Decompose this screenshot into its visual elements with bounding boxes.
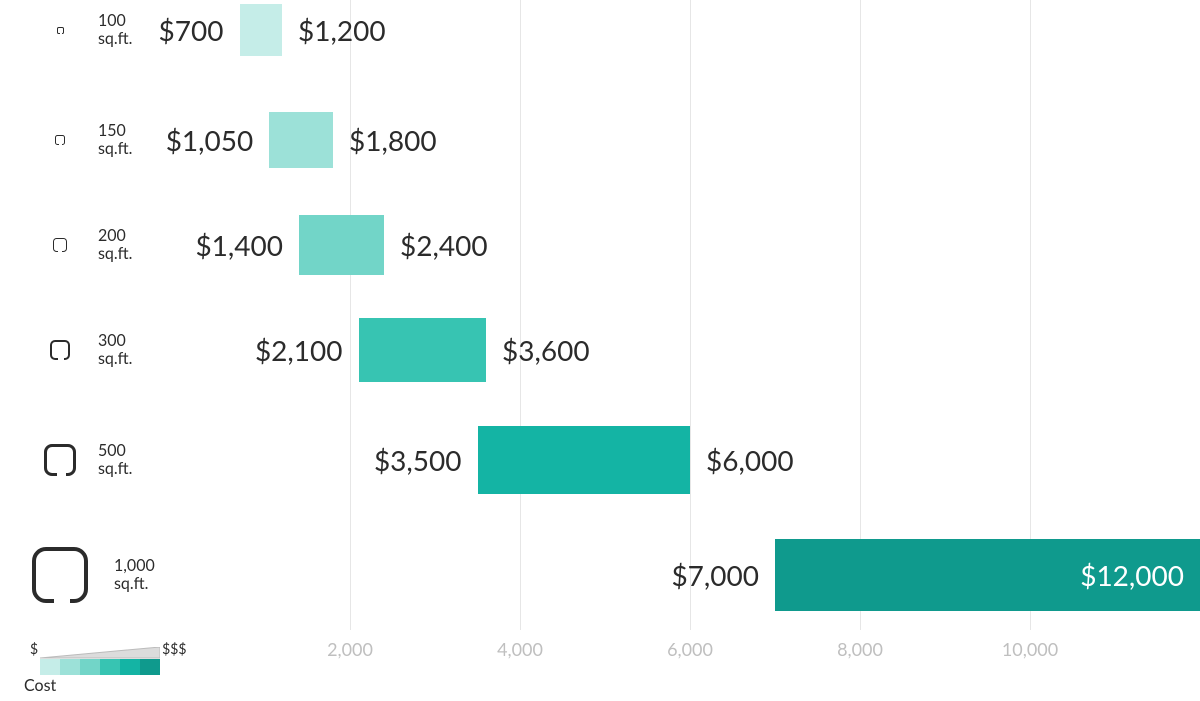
cost-range-chart: 100sq.ft. $700 $1,200 150sq.ft. $1,050 $1,800… xyxy=(0,0,1200,701)
legend-swatch xyxy=(120,659,140,675)
category-label: 150sq.ft. xyxy=(98,122,132,159)
legend-title: Cost xyxy=(24,676,56,695)
low-value-label: $1,050 xyxy=(166,123,254,157)
high-value-label: $1,200 xyxy=(298,13,386,47)
range-bar xyxy=(478,426,691,494)
legend-swatches xyxy=(40,659,160,675)
legend-wedge-icon xyxy=(40,647,160,659)
x-axis-label: 4,000 xyxy=(497,638,543,660)
legend-swatch xyxy=(80,659,100,675)
category-label: 200sq.ft. xyxy=(98,227,132,264)
category-label: 500sq.ft. xyxy=(98,442,132,479)
high-value-label: $6,000 xyxy=(706,443,794,477)
legend-left-marker: $ xyxy=(30,640,38,657)
x-axis-label: 8,000 xyxy=(837,638,883,660)
legend-swatch xyxy=(100,659,120,675)
legend-swatch xyxy=(140,659,160,675)
chart-row: 300sq.ft. $2,100 $3,600 xyxy=(0,318,1200,382)
gridline xyxy=(690,0,691,630)
size-icon xyxy=(30,444,90,476)
range-bar xyxy=(299,215,384,275)
high-value-label: $1,800 xyxy=(349,123,437,157)
size-icon xyxy=(30,340,90,360)
chart-row: 200sq.ft. $1,400 $2,400 xyxy=(0,215,1200,275)
gridline xyxy=(1030,0,1031,630)
low-value-label: $2,100 xyxy=(255,333,343,367)
size-icon xyxy=(30,27,90,34)
plot-area xyxy=(180,0,1200,630)
legend-swatch xyxy=(40,659,60,675)
category-label: 1,000sq.ft. xyxy=(114,557,155,594)
range-bar xyxy=(240,4,283,56)
size-icon xyxy=(30,547,90,603)
range-bar xyxy=(269,112,333,168)
category-label: 100sq.ft. xyxy=(98,12,132,49)
legend-right-marker: $$$ xyxy=(162,640,186,657)
gridline xyxy=(860,0,861,630)
size-icon xyxy=(30,135,90,145)
chart-row: 1,000sq.ft. $7,000 $12,000 xyxy=(0,539,1200,611)
high-value-label: $12,000 xyxy=(1080,558,1184,592)
chart-row: 500sq.ft. $3,500 $6,000 xyxy=(0,426,1200,494)
range-bar xyxy=(359,318,487,382)
legend: $ $$$ Cost xyxy=(30,640,187,675)
size-icon xyxy=(30,238,90,252)
x-axis-label: 6,000 xyxy=(667,638,713,660)
low-value-label: $1,400 xyxy=(195,228,283,262)
low-value-label: $7,000 xyxy=(671,558,759,592)
gridline xyxy=(350,0,351,630)
legend-swatch xyxy=(60,659,80,675)
high-value-label: $2,400 xyxy=(400,228,488,262)
chart-row: 150sq.ft. $1,050 $1,800 xyxy=(0,112,1200,168)
gridline xyxy=(520,0,521,630)
x-axis-label: 10,000 xyxy=(1002,638,1058,660)
legend-gradient xyxy=(40,647,160,675)
low-value-label: $700 xyxy=(159,13,224,47)
x-axis-label: 2,000 xyxy=(327,638,373,660)
chart-row: 100sq.ft. $700 $1,200 xyxy=(0,4,1200,56)
low-value-label: $3,500 xyxy=(374,443,462,477)
high-value-label: $3,600 xyxy=(502,333,590,367)
category-label: 300sq.ft. xyxy=(98,332,132,369)
